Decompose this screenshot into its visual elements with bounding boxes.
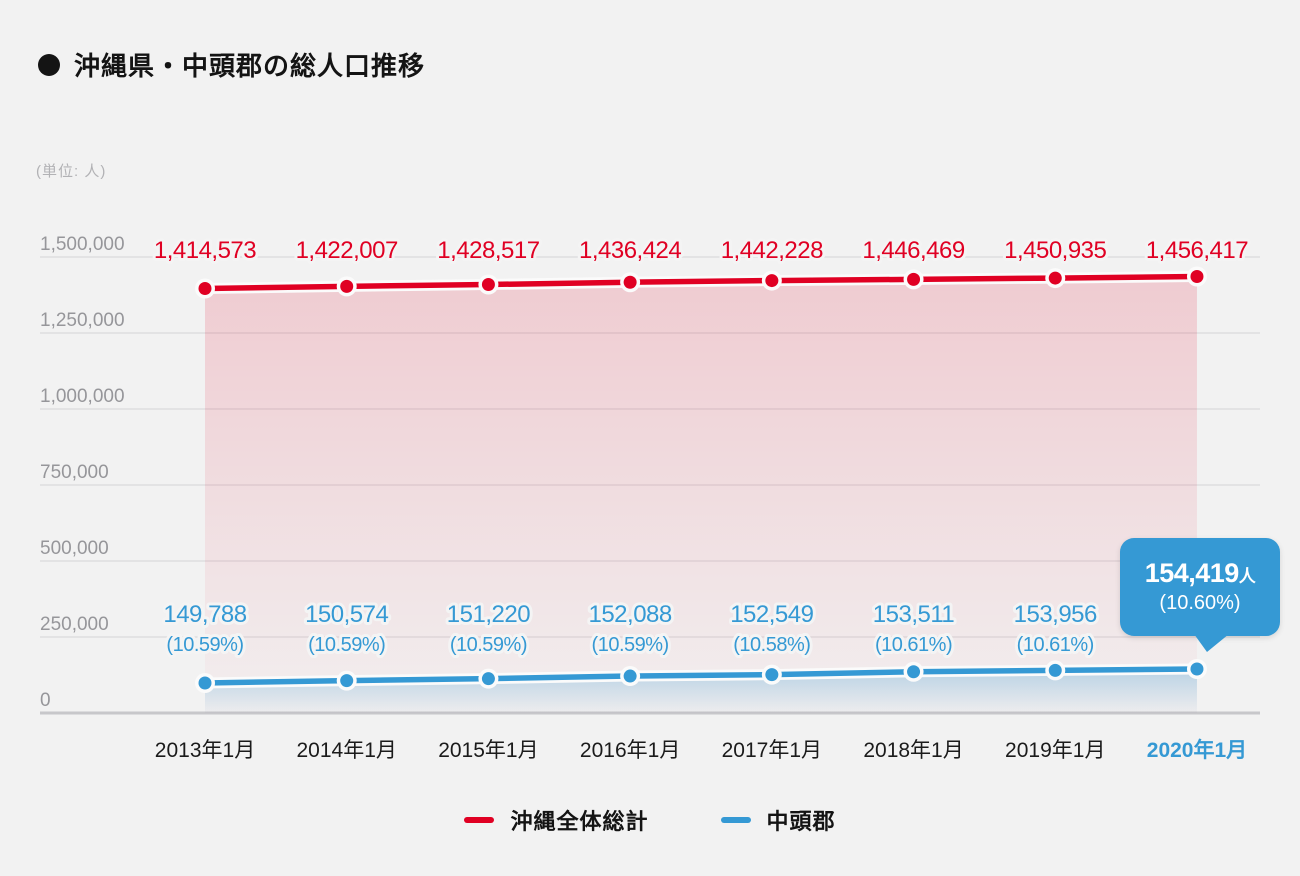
okinawa-total-data-point-dot (1048, 271, 1062, 285)
page-title: 沖縄県・中頭郡の総人口推移 (38, 46, 425, 83)
okinawa-total-area-fill (205, 276, 1197, 713)
okinawa-total-value-label: 1,446,469 (862, 237, 964, 264)
nakagami-data-point-dot (765, 668, 779, 682)
okinawa-total-value-label: 1,442,228 (721, 237, 823, 264)
okinawa-total-value-label: 1,422,007 (296, 237, 398, 264)
x-axis-label: 2020年1月 (1147, 738, 1247, 762)
legend-label-okinawa-total: 沖縄全体総計 (510, 809, 649, 834)
y-axis-tick-label: 1,000,000 (40, 386, 125, 407)
nakagami-data-point-dot (1048, 663, 1062, 677)
okinawa-total-data-point-dot (623, 275, 637, 289)
nakagami-percent-label: (10.59%) (166, 634, 243, 656)
nakagami-percent-label: (10.61%) (875, 634, 952, 656)
okinawa-total-data-point-dot (340, 279, 354, 293)
okinawa-total-value-label: 1,456,417 (1146, 237, 1248, 264)
nakagami-data-point-dot (198, 676, 212, 690)
okinawa-total-value-label: 1,428,517 (437, 237, 539, 264)
okinawa-total-data-point-dot (1190, 270, 1204, 283)
nakagami-data-point-dot (340, 674, 354, 688)
okinawa-total-line (202, 273, 1200, 292)
x-axis-label: 2015年1月 (438, 739, 538, 762)
nakagami-line (202, 666, 1200, 686)
x-axis-label: 2014年1月 (297, 739, 397, 762)
nakagami-value-label: 149,788 (163, 601, 246, 628)
okinawa-total-data-point-dot (765, 274, 779, 288)
nakagami-value-label: 152,088 (588, 601, 671, 628)
callout-bubble: 154,419人 (10.60%) (1120, 538, 1280, 652)
nakagami-value-label: 153,956 (1014, 601, 1097, 628)
blue-line-dash-icon (720, 817, 751, 823)
legend-item-nakagami: 中頭郡 (720, 804, 836, 836)
legend-item-okinawa-total: 沖縄全体総計 (464, 804, 648, 836)
y-axis-tick-label: 750,000 (40, 462, 109, 483)
okinawa-total-value-label: 1,450,935 (1004, 237, 1106, 264)
nakagami-value-label: 153,511 (873, 601, 955, 628)
nakagami-percent-label: (10.59%) (450, 634, 527, 656)
legend-label-nakagami: 中頭郡 (766, 809, 836, 834)
callout-unit-suffix: 人 (1238, 567, 1256, 587)
x-axis-label: 2018年1月 (863, 739, 963, 762)
nakagami-data-point-dot (907, 665, 921, 679)
y-axis-tick-label: 0 (40, 690, 51, 711)
okinawa-total-value-label: 1,436,424 (579, 237, 681, 264)
nakagami-value-label: 152,549 (730, 601, 813, 628)
bullet-icon (38, 53, 60, 76)
nakagami-percent-label: (10.61%) (1017, 634, 1094, 656)
callout-value-row: 154,419人 (1144, 558, 1256, 589)
nakagami-percent-label: (10.59%) (592, 634, 669, 656)
y-axis-tick-label: 1,250,000 (40, 310, 125, 331)
okinawa-total-data-point-dot (481, 278, 495, 292)
title-text: 沖縄県・中頭郡の総人口推移 (74, 51, 426, 81)
x-axis-label: 2013年1月 (155, 739, 255, 762)
nakagami-data-point-dot (481, 672, 495, 686)
nakagami-percent-label: (10.59%) (308, 634, 385, 656)
callout-value: 154,419 (1144, 558, 1240, 589)
x-axis-label: 2016年1月 (580, 739, 680, 762)
nakagami-data-point-dot (1190, 662, 1204, 676)
callout-tail-icon (1194, 634, 1229, 652)
x-axis-label: 2017年1月 (722, 739, 822, 762)
nakagami-data-point-dot (623, 669, 637, 683)
okinawa-total-data-point-dot (198, 282, 212, 295)
unit-label: (単位: 人) (36, 163, 107, 180)
y-axis-tick-label: 250,000 (40, 614, 109, 635)
y-axis-tick-label: 500,000 (40, 538, 109, 559)
legend: 沖縄全体総計 中頭郡 (0, 804, 1300, 836)
x-axis-label: 2019年1月 (1005, 739, 1105, 762)
callout-percent: (10.60%) (1159, 591, 1241, 614)
nakagami-percent-label: (10.58%) (733, 634, 810, 656)
y-axis-tick-label: 1,500,000 (40, 234, 125, 255)
nakagami-value-label: 150,574 (305, 601, 388, 628)
okinawa-total-data-point-dot (907, 272, 921, 286)
nakagami-value-label: 151,220 (447, 601, 530, 628)
okinawa-total-value-label: 1,414,573 (154, 237, 256, 264)
red-line-dash-icon (464, 817, 495, 823)
